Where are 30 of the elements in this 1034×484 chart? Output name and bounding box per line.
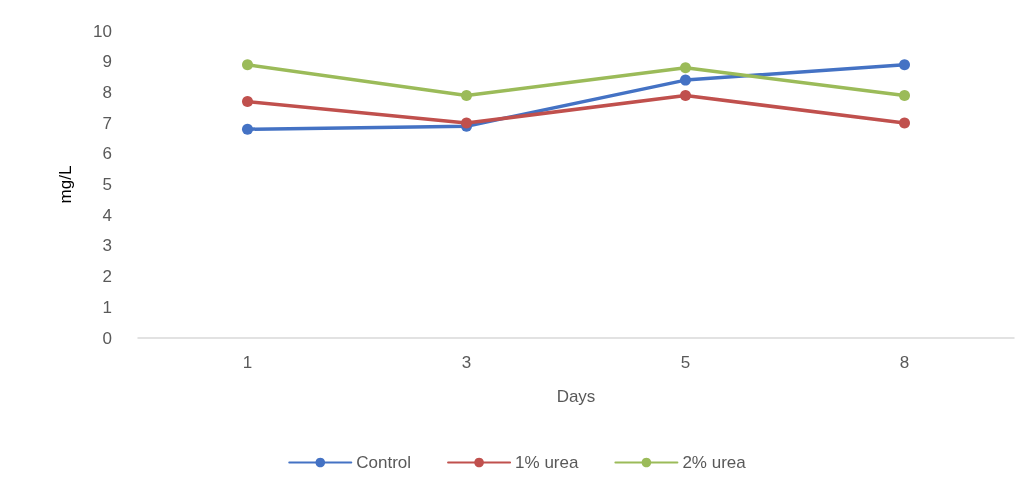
y-tick-label: 5 (102, 175, 112, 194)
legend-label: 1% urea (515, 453, 579, 472)
point (680, 74, 691, 86)
point (242, 96, 253, 108)
y-tick-label: 9 (102, 52, 112, 72)
y-tick-label: 10 (93, 21, 112, 41)
point (899, 59, 910, 71)
point (242, 59, 253, 71)
point (680, 62, 691, 74)
legend-label: Control (356, 453, 412, 472)
y-tick-label: 2 (102, 267, 112, 287)
x-tick-label: 8 (899, 353, 910, 372)
y-tick-label: 6 (102, 144, 112, 164)
y-tick-label: 8 (102, 82, 112, 102)
y-tick-label: 7 (102, 113, 112, 133)
point (680, 89, 691, 101)
x-axis-title: Days (556, 387, 596, 406)
y-tick-label: 3 (102, 236, 112, 256)
y-axis-title: mg/L (56, 165, 75, 204)
x-tick-label: 3 (461, 353, 472, 372)
y-tick-label: 4 (102, 205, 112, 225)
y-tick-label: 0 (102, 328, 112, 348)
legend-label: 2% urea (682, 453, 747, 472)
x-tick-label: 1 (242, 353, 253, 372)
point (899, 89, 910, 101)
y-tick-label: 1 (102, 297, 112, 317)
point (242, 123, 253, 135)
x-tick-label: 5 (680, 353, 691, 372)
point (461, 89, 472, 101)
point (899, 117, 910, 129)
